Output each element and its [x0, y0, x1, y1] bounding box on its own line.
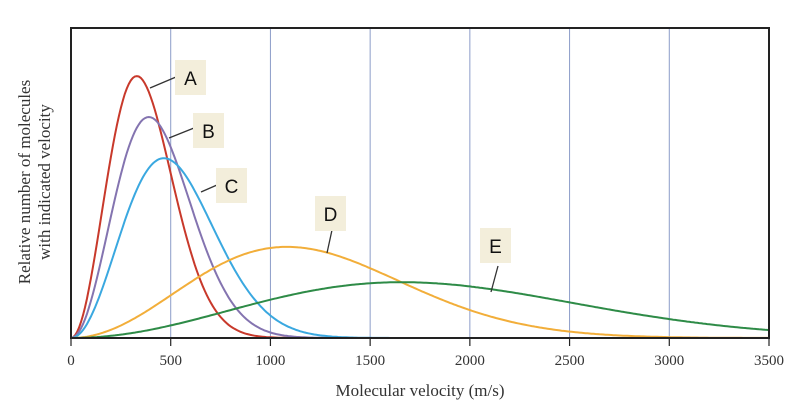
leader-line [326, 229, 333, 254]
label-box [175, 60, 206, 95]
x-tick-label: 1500 [355, 353, 385, 369]
curve-b [70, 115, 769, 339]
x-axis-title: Molecular velocity (m/s) [335, 381, 504, 400]
curve-d [71, 245, 769, 339]
leader-line [168, 127, 195, 139]
curves [70, 75, 770, 339]
label-box [315, 196, 346, 231]
label-b: B [168, 113, 224, 148]
x-tick-label: 3500 [754, 353, 784, 369]
curve-labels: A B C D E [149, 60, 511, 293]
label-text: C [225, 177, 239, 198]
x-tick-label: 0 [67, 353, 75, 369]
label-box [216, 168, 247, 203]
label-box [480, 228, 511, 263]
label-d: D [315, 196, 346, 254]
label-text: D [324, 205, 338, 226]
x-tick-label: 3000 [654, 353, 684, 369]
label-e: E [480, 228, 511, 293]
label-text: A [184, 69, 197, 90]
y-axis-title-line-1: Relative number of molecules [15, 80, 34, 284]
leader-line [200, 184, 218, 193]
curve-a [70, 75, 769, 339]
label-a: A [149, 60, 206, 95]
y-axis-title: Relative number of molecules with indica… [15, 80, 54, 284]
curve-c [70, 157, 769, 339]
label-text: B [202, 122, 215, 143]
label-text: E [489, 237, 502, 258]
x-tick-label: 2500 [555, 353, 585, 369]
curve-e [71, 281, 770, 339]
x-tick-label: 2000 [455, 353, 485, 369]
leader-line [149, 76, 177, 89]
leader-line [490, 265, 499, 293]
y-axis-title-line-2: with indicated velocity [35, 104, 54, 260]
gridlines [170, 28, 670, 338]
label-box [193, 113, 224, 148]
x-axis-ticks: 0 500 1000 1500 2000 2500 3000 3500 [67, 338, 784, 369]
label-c: C [200, 168, 247, 203]
x-tick-label: 1000 [255, 353, 285, 369]
x-tick-label: 500 [159, 353, 182, 369]
plot-frame [70, 27, 770, 339]
